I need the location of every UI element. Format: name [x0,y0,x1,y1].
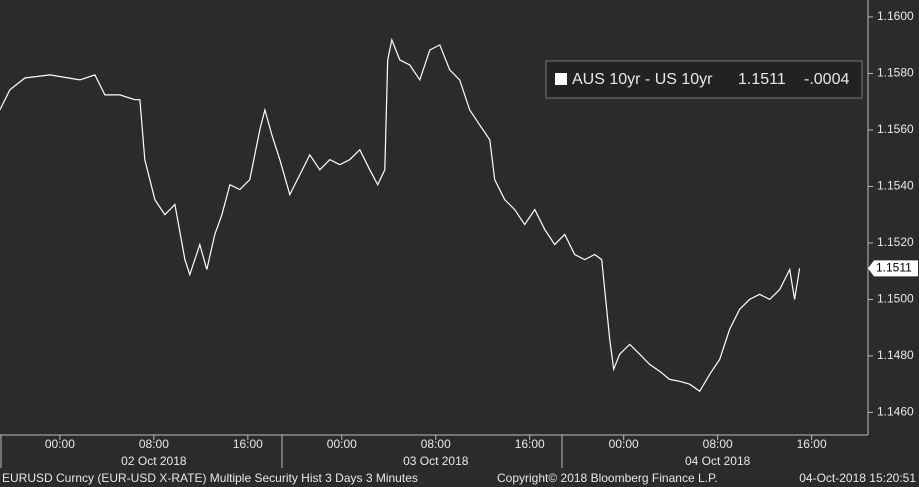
y-tick-label: 1.1460 [877,405,914,419]
date-label: 02 Oct 2018 [121,454,187,468]
x-tick-label: 16:00 [515,437,545,451]
legend: AUS 10yr - US 10yr 1.1511 -.0004 [545,60,863,99]
y-tick-label: 1.1560 [877,122,914,136]
y-tick-label: 1.1500 [877,292,914,306]
last-value-tag [868,260,918,277]
y-tick-label: 1.1580 [877,66,914,80]
date-label: 04 Oct 2018 [685,454,751,468]
y-tick-label: 1.1520 [877,235,914,249]
x-tick-label: 16:00 [233,437,263,451]
legend-label: AUS 10yr - US 10yr [572,71,713,88]
x-tick-label: 00:00 [609,437,639,451]
legend-change: -.0004 [804,71,849,88]
date-label: 03 Oct 2018 [403,454,469,468]
x-tick-label: 00:00 [327,437,357,451]
last-value-label: 1.1511 [876,261,912,275]
footer-copyright: Copyright© 2018 Bloomberg Finance L.P. [497,471,718,485]
footer-source: EURUSD Curncy (EUR-USD X-RATE) Multiple … [2,471,418,485]
legend-swatch [555,73,567,85]
price-line [0,37,801,393]
x-tick-label: 00:00 [45,437,75,451]
x-tick-label: 08:00 [703,437,733,451]
legend-box [545,60,863,99]
y-tick-label: 1.1480 [877,348,914,362]
x-tick-label: 08:00 [139,437,169,451]
x-tick-label: 16:00 [797,437,827,451]
x-tick-label: 08:00 [421,437,451,451]
y-tick-label: 1.1600 [877,9,914,23]
footer-timestamp: 04-Oct-2018 15:20:51 [799,471,916,485]
y-tick-label: 1.1540 [877,179,914,193]
legend-value: 1.1511 [738,71,786,88]
